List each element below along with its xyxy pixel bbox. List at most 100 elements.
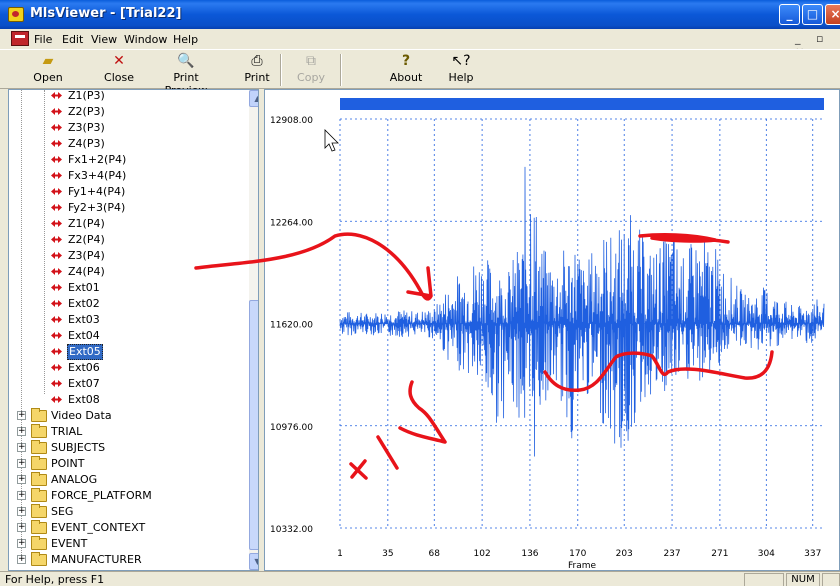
menu-view[interactable]: View — [91, 33, 118, 46]
force-channel-icon — [51, 380, 62, 387]
channel-tree[interactable]: Z1(P3) Z2(P3) Z3(P3) Z4(P3) Fx1+2(P4) Fx3+4(P… — [8, 89, 259, 571]
tree-channel-label: Fx1+2(P4) — [68, 153, 127, 166]
tree-channel-label: Fy2+3(P4) — [68, 201, 126, 214]
toolbar: ▰ Open ✕ Close 🔍 Print Preview ⎙ Print ⧉… — [0, 49, 840, 97]
folder-icon — [31, 456, 47, 470]
tree-folder-label: SEG — [51, 505, 74, 518]
y-axis-ticks: 12908.00 12264.00 11620.00 10976.00 10332.00 — [270, 116, 313, 535]
x-tick-label: 271 — [711, 549, 728, 559]
document-icon[interactable] — [11, 31, 29, 46]
folder-icon — [31, 424, 47, 438]
expand-plus-icon[interactable]: + — [17, 442, 26, 452]
toolbar-separator — [280, 54, 282, 86]
close-window-button[interactable]: × — [825, 4, 840, 25]
x-axis-label: Frame — [568, 561, 597, 570]
tree-folder-label: EVENT_CONTEXT — [51, 521, 146, 534]
tree-channel-label: Z4(P3) — [68, 137, 105, 150]
force-channel-icon — [51, 156, 62, 163]
y-tick-label: 12264.00 — [270, 218, 313, 228]
tree-folder-label: SUBJECTS — [51, 441, 106, 454]
tree-channel-label: Z4(P4) — [68, 265, 105, 278]
expand-plus-icon[interactable]: + — [17, 410, 26, 420]
tree-channel-label: Fy1+4(P4) — [68, 185, 126, 198]
scroll-up-button[interactable]: ▲ — [249, 90, 258, 107]
expand-plus-icon[interactable]: + — [17, 554, 26, 564]
tree-connector — [21, 90, 22, 555]
tree-channel-label: Ext08 — [68, 393, 100, 406]
chart-pane[interactable]: 1 35 68 102 136 170 203 237 271 304 337 12908.00 12… — [264, 89, 840, 571]
tree-channel-label: Z3(P3) — [68, 121, 105, 134]
about-button[interactable]: ? About — [386, 52, 426, 88]
printer-icon: ⎙ — [251, 53, 263, 69]
force-channel-icon — [51, 332, 62, 339]
y-tick-label: 10332.00 — [270, 525, 313, 535]
force-channel-icon — [51, 108, 62, 115]
menu-window[interactable]: Window — [124, 33, 168, 46]
expand-plus-icon[interactable]: + — [17, 538, 26, 548]
expand-plus-icon[interactable]: + — [17, 458, 26, 468]
maximize-button[interactable]: □ — [802, 4, 823, 25]
tree-folder-label: TRIAL — [51, 425, 83, 438]
minimize-button[interactable]: _ — [779, 4, 800, 25]
force-channel-icon — [51, 188, 62, 195]
toolbar-separator — [340, 54, 342, 86]
force-channel-icon — [51, 396, 62, 403]
tree-channel-label: Ext01 — [68, 281, 100, 294]
force-channel-icon — [51, 236, 62, 243]
scroll-down-button[interactable]: ▼ — [249, 553, 258, 570]
about-question-icon: ? — [401, 53, 411, 69]
signal-series — [339, 166, 825, 457]
tree-folder-label: MANUFACTURER — [51, 553, 142, 566]
menu-help[interactable]: Help — [173, 33, 199, 46]
scrollbar-thumb[interactable] — [249, 300, 258, 550]
expand-plus-icon[interactable]: + — [17, 426, 26, 436]
expand-plus-icon[interactable]: + — [17, 490, 26, 500]
x-tick-label: 304 — [758, 549, 775, 559]
force-channel-icon — [51, 268, 62, 275]
print-button[interactable]: ⎙ Print — [240, 52, 274, 88]
folder-icon — [31, 440, 47, 454]
tree-channel-label: Ext03 — [68, 313, 100, 326]
x-tick-label: 203 — [616, 549, 633, 559]
tree-channel-label: Z1(P3) — [68, 89, 105, 102]
tree-channel-label: Ext07 — [68, 377, 100, 390]
help-button[interactable]: ↖? Help — [444, 52, 478, 88]
expand-plus-icon[interactable]: + — [17, 474, 26, 484]
folder-icon — [31, 552, 47, 566]
tree-scrollbar[interactable]: ▲ ▼ — [249, 90, 258, 570]
x-tick-label: 136 — [521, 549, 538, 559]
copy-button[interactable]: ⧉ Copy — [297, 53, 325, 84]
tree-folder-label: EVENT — [51, 537, 88, 550]
force-channel-icon — [51, 284, 62, 291]
status-pane-empty — [744, 573, 784, 586]
pane-splitter[interactable] — [259, 89, 264, 571]
signal-chart[interactable]: 1 35 68 102 136 170 203 237 271 304 337 12908.0012… — [265, 90, 840, 570]
tree-channel-label: Z2(P4) — [68, 233, 105, 246]
tree-folder-label: ANALOG — [51, 473, 98, 486]
menu-file[interactable]: File — [34, 33, 53, 46]
y-tick-label: 10976.00 — [270, 423, 313, 433]
help-pointer-icon: ↖? — [451, 53, 471, 69]
tree-channel-label: Ext06 — [68, 361, 100, 374]
force-channel-icon — [51, 124, 62, 131]
close-button[interactable]: ✕ Close — [97, 52, 141, 88]
progress-bar — [340, 98, 824, 110]
mouse-cursor-icon — [324, 129, 339, 152]
tree-folder-label: FORCE_PLATFORM — [51, 489, 152, 502]
force-channel-icon — [51, 172, 62, 179]
tree-channel-label: Ext04 — [68, 329, 100, 342]
x-tick-label: 35 — [382, 549, 393, 559]
x-tick-label: 170 — [569, 549, 586, 559]
force-channel-icon — [51, 140, 62, 147]
tree-folder-label: POINT — [51, 457, 85, 470]
title-bar[interactable]: MlsViewer - [Trial22] _ □ × — [0, 0, 840, 29]
expand-plus-icon[interactable]: + — [17, 506, 26, 516]
menu-edit[interactable]: Edit — [62, 33, 84, 46]
open-button[interactable]: ▰ Open — [28, 52, 68, 88]
force-channel-icon — [51, 300, 62, 307]
x-tick-label: 1 — [337, 549, 343, 559]
tree-channel-label: Z1(P4) — [68, 217, 105, 230]
expand-plus-icon[interactable]: + — [17, 522, 26, 532]
print-preview-button[interactable]: 🔍 Print Preview — [151, 52, 221, 97]
